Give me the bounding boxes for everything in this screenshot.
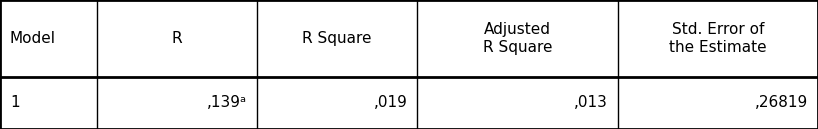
Text: ,26819: ,26819 (755, 95, 808, 110)
Text: ,139ᵃ: ,139ᵃ (207, 95, 247, 110)
Text: Adjusted
R Square: Adjusted R Square (483, 22, 552, 55)
Text: Std. Error of
the Estimate: Std. Error of the Estimate (669, 22, 766, 55)
Text: ,013: ,013 (574, 95, 608, 110)
Text: Model: Model (10, 31, 56, 46)
Text: 1: 1 (10, 95, 20, 110)
Text: ,019: ,019 (374, 95, 407, 110)
Text: R: R (172, 31, 182, 46)
Text: R Square: R Square (303, 31, 371, 46)
